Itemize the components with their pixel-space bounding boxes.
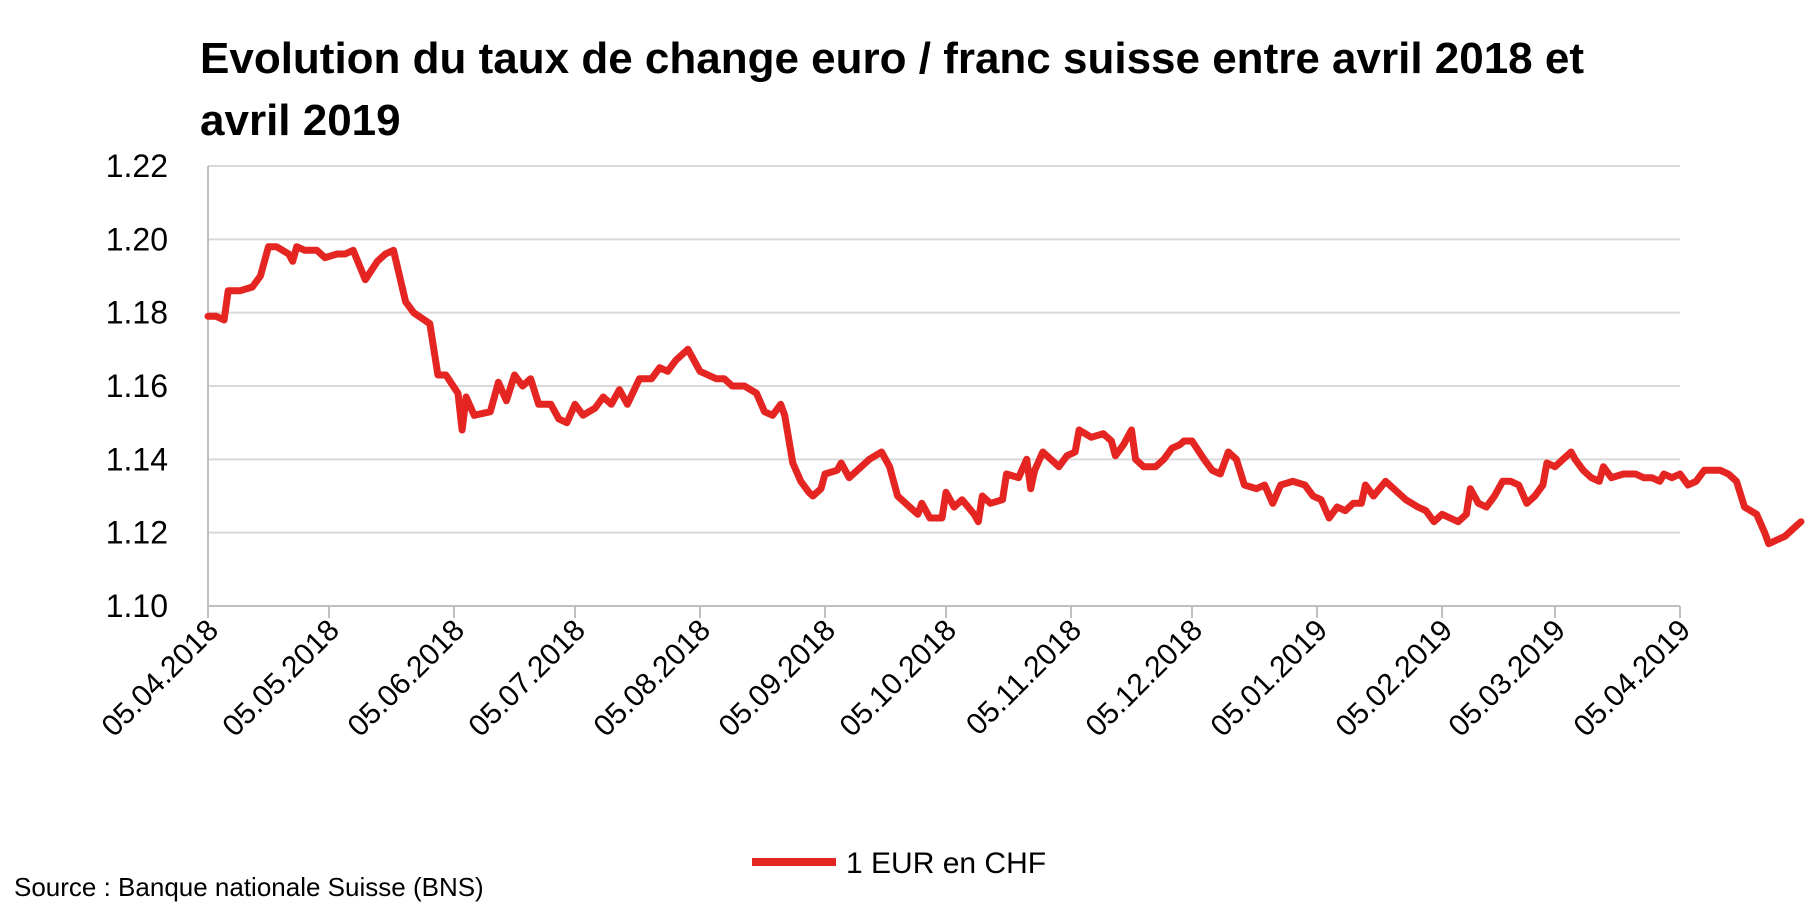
y-tick-label: 1.20 xyxy=(106,221,168,257)
y-tick-label: 1.10 xyxy=(106,588,168,624)
x-tick-label: 05.09.2018 xyxy=(712,614,842,744)
legend: 1 EUR en CHF xyxy=(752,847,1046,880)
x-axis-tick-labels: 05.04.201805.05.201805.06.201805.07.2018… xyxy=(95,614,1697,744)
x-tick-label: 05.12.2018 xyxy=(1079,614,1209,744)
x-tick-label: 05.03.2019 xyxy=(1442,614,1572,744)
x-tick-label: 05.10.2018 xyxy=(833,614,963,744)
series-line xyxy=(204,243,1805,548)
x-tick-label: 05.01.2019 xyxy=(1204,614,1334,744)
x-tick-label: 05.11.2018 xyxy=(960,614,1088,742)
x-tick-label: 05.02.2019 xyxy=(1329,614,1459,744)
x-tick-label: 05.07.2018 xyxy=(462,614,592,744)
x-tick-label: 05.04.2019 xyxy=(1567,614,1697,744)
y-tick-label: 1.22 xyxy=(106,148,168,184)
legend-label: 1 EUR en CHF xyxy=(846,847,1046,880)
chart-title: Evolution du taux de change euro / franc… xyxy=(200,34,1585,145)
x-tick-label: 05.04.2018 xyxy=(95,614,225,744)
series-group xyxy=(204,243,1805,548)
source-note: Source : Banque nationale Suisse (BNS) xyxy=(14,872,484,902)
gridlines xyxy=(208,165,1680,534)
y-tick-label: 1.18 xyxy=(106,295,168,331)
x-tick-label: 05.08.2018 xyxy=(587,614,717,744)
y-tick-label: 1.14 xyxy=(106,441,168,477)
y-axis-tick-labels: 1.10 1.12 1.14 1.16 1.18 1.20 1.22 xyxy=(106,148,168,624)
x-tick-label: 05.05.2018 xyxy=(216,614,346,744)
axes xyxy=(207,166,1681,618)
x-tick-label: 05.06.2018 xyxy=(341,614,471,744)
y-tick-label: 1.12 xyxy=(106,515,168,551)
y-tick-label: 1.16 xyxy=(106,368,168,404)
